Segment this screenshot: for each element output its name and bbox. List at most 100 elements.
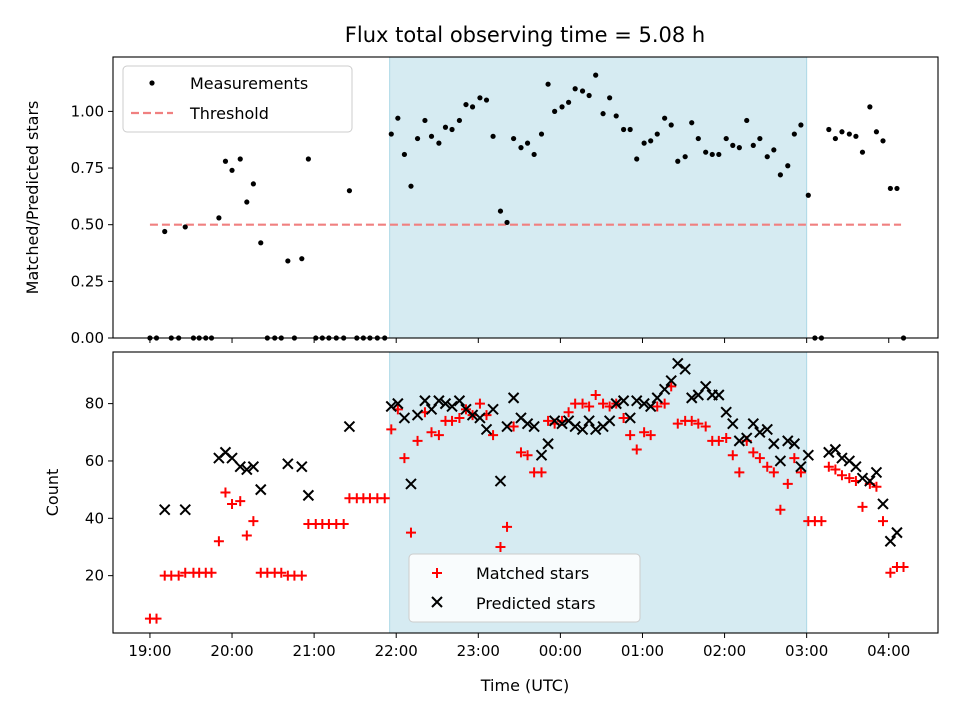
data-point xyxy=(644,400,657,413)
data-point xyxy=(536,467,547,478)
data-point xyxy=(885,567,896,578)
data-point xyxy=(761,423,773,436)
data-point xyxy=(474,412,486,424)
data-point xyxy=(887,185,893,192)
data-point xyxy=(565,99,572,105)
y-tick-label: 60 xyxy=(85,452,104,470)
data-point xyxy=(255,483,267,496)
data-point xyxy=(241,463,253,476)
data-point xyxy=(713,435,724,446)
data-point xyxy=(795,467,806,478)
bottom-panel: 19:00 20:00 21:00 22:00 23:00 00:00 01:00 02:00… xyxy=(43,351,939,660)
data-point xyxy=(414,135,421,142)
data-point xyxy=(593,72,599,78)
data-point xyxy=(648,138,654,144)
data-point xyxy=(577,398,588,409)
x-tick-label: 20:00 xyxy=(210,642,253,660)
data-point xyxy=(222,158,229,164)
data-point xyxy=(296,460,308,473)
data-point xyxy=(463,101,469,108)
data-point xyxy=(600,111,606,117)
data-point xyxy=(668,122,674,128)
data-point xyxy=(624,412,636,424)
data-point xyxy=(744,117,750,124)
y-tick-label: 20 xyxy=(85,567,104,585)
legend-box xyxy=(122,65,353,133)
data-point xyxy=(456,117,463,124)
data-point xyxy=(446,400,458,413)
data-point xyxy=(762,461,773,472)
data-point xyxy=(490,133,496,139)
data-point xyxy=(689,120,695,126)
data-point xyxy=(618,412,629,423)
data-point xyxy=(721,433,732,444)
data-point xyxy=(419,395,431,407)
data-point xyxy=(716,151,722,158)
data-point xyxy=(474,398,485,409)
data-point xyxy=(641,140,647,146)
data-point xyxy=(639,427,650,438)
data-point xyxy=(436,140,442,146)
data-point xyxy=(258,240,264,246)
data-point xyxy=(662,115,668,121)
data-point xyxy=(518,145,524,151)
data-point xyxy=(579,88,586,94)
data-point xyxy=(584,401,595,412)
data-point xyxy=(830,464,841,475)
data-point xyxy=(864,475,876,487)
data-point xyxy=(672,418,683,429)
data-point xyxy=(510,135,517,142)
legend-marker-matched xyxy=(432,568,442,578)
data-point xyxy=(299,256,305,262)
legend-marker-predicted xyxy=(431,596,443,608)
data-point xyxy=(399,453,410,464)
data-point xyxy=(870,466,883,479)
data-point xyxy=(839,129,845,135)
data-point xyxy=(782,435,794,447)
data-point xyxy=(627,126,633,133)
data-point xyxy=(658,383,671,395)
data-point xyxy=(823,461,834,472)
data-point xyxy=(556,417,568,430)
data-point xyxy=(151,613,162,624)
data-point xyxy=(569,420,581,433)
data-point xyxy=(159,503,171,516)
data-point xyxy=(469,104,476,110)
data-point xyxy=(880,138,886,144)
data-point xyxy=(439,397,452,410)
x-tick-label: 04:00 xyxy=(867,642,910,660)
data-point xyxy=(898,562,909,573)
data-point xyxy=(405,478,417,490)
data-point xyxy=(610,397,622,410)
data-point xyxy=(495,541,506,552)
data-point xyxy=(754,453,765,464)
data-point xyxy=(386,424,397,435)
data-point xyxy=(871,481,882,492)
data-point xyxy=(764,154,770,160)
data-point xyxy=(433,430,444,441)
data-point xyxy=(723,135,729,142)
data-point xyxy=(771,147,777,153)
data-point xyxy=(672,357,684,370)
data-point xyxy=(805,192,811,198)
data-point xyxy=(504,219,510,226)
data-point xyxy=(846,131,852,137)
data-point xyxy=(508,421,519,432)
data-point xyxy=(757,135,763,142)
data-point xyxy=(235,496,246,507)
data-point xyxy=(543,415,554,426)
data-point xyxy=(829,443,842,456)
data-point xyxy=(248,516,259,527)
data-point xyxy=(241,530,252,541)
data-point xyxy=(741,432,753,444)
data-point xyxy=(736,145,742,151)
data-point xyxy=(856,472,869,484)
data-point xyxy=(276,567,287,578)
data-point xyxy=(789,453,800,464)
data-point xyxy=(162,228,168,235)
data-point xyxy=(234,460,246,473)
x-tick-label: 02:00 xyxy=(703,642,746,660)
data-point xyxy=(709,151,715,158)
axes-frame xyxy=(112,351,939,634)
